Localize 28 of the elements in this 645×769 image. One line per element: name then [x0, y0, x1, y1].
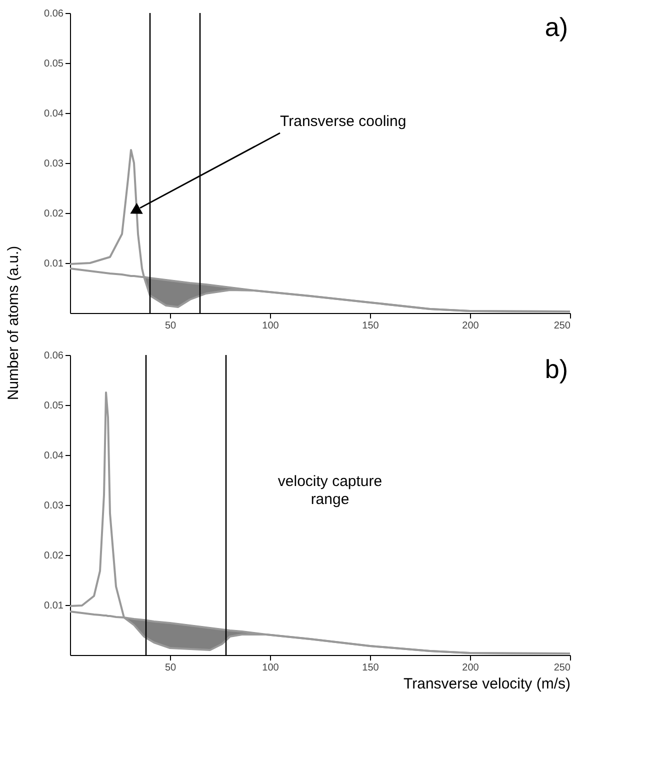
x-tick-label: 250	[554, 662, 571, 674]
x-tick-label: 200	[462, 662, 480, 674]
y-axis-title: Number of atoms (a.u.)	[5, 246, 22, 400]
x-tick-label: 250	[554, 320, 571, 332]
x-axis-title: Transverse velocity (m/s)	[404, 676, 570, 692]
x-tick-label: 100	[262, 320, 280, 332]
y-tick-label: 0.06	[44, 8, 64, 20]
x-tick-label: 100	[262, 662, 280, 674]
y-tick-label: 0.04	[44, 450, 64, 462]
x-tick-label: 150	[362, 662, 380, 674]
y-tick-label: 0.03	[44, 158, 64, 170]
y-tick-label: 0.01	[44, 600, 64, 612]
y-tick-label: 0.05	[44, 400, 64, 412]
x-tick-label: 200	[462, 320, 480, 332]
x-tick-label: 50	[164, 662, 176, 674]
y-tick-label: 0.03	[44, 500, 64, 512]
y-tick-label: 0.02	[44, 550, 64, 562]
y-tick-label: 0.01	[44, 258, 64, 270]
x-tick-label: 150	[362, 320, 380, 332]
y-tick-label: 0.05	[44, 58, 64, 70]
annotation: a)	[544, 12, 568, 42]
annotation: velocity capture range	[278, 473, 382, 508]
y-tick-label: 0.04	[44, 108, 64, 120]
y-tick-label: 0.02	[44, 208, 64, 220]
y-tick-label: 0.06	[44, 350, 64, 362]
x-tick-label: 50	[164, 320, 176, 332]
annotation: Transverse cooling	[280, 113, 406, 130]
annotation: b)	[544, 354, 568, 384]
